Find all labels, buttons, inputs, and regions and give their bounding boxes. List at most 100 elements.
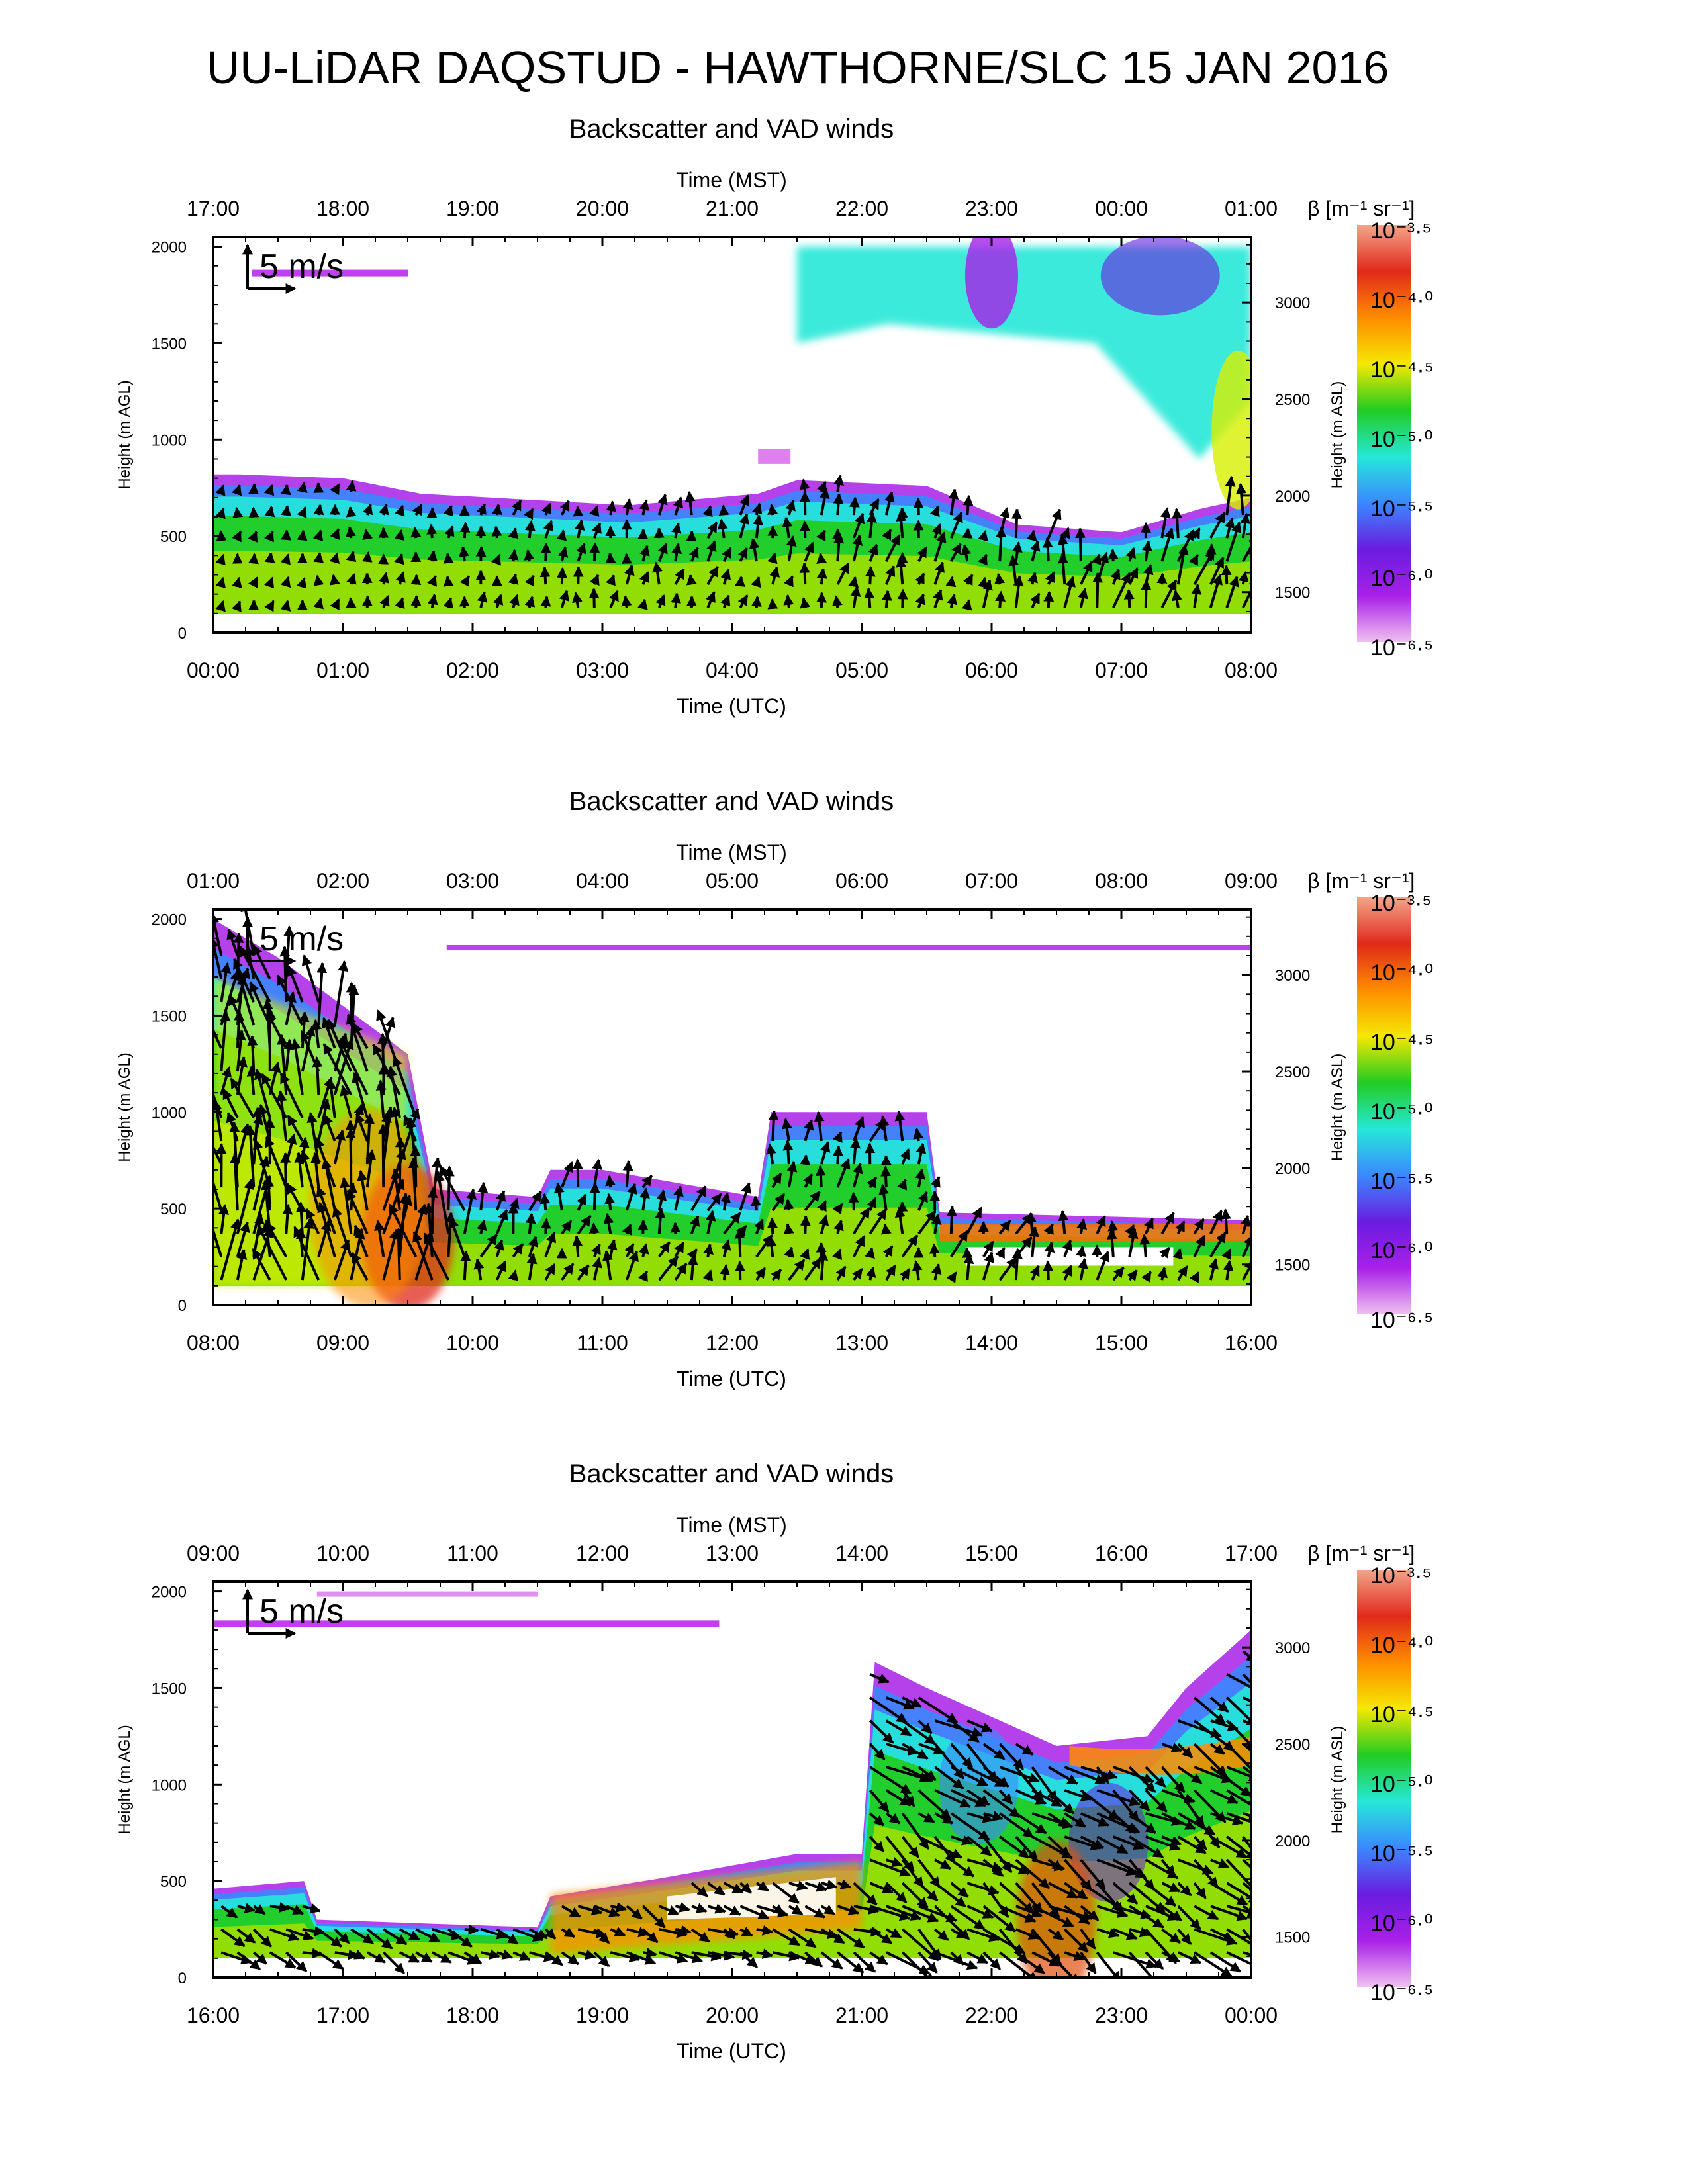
wind-arrow	[962, 1247, 973, 1258]
top-tick-label: 14:00	[835, 1541, 888, 1565]
wind-arrow	[1193, 1835, 1207, 1850]
wind-arrow	[1015, 1789, 1047, 1805]
wind-arrow	[1161, 1905, 1182, 1922]
wind-arrow	[816, 567, 827, 585]
inversion-white	[965, 1247, 1174, 1266]
colorbar-tick-label: 10⁻⁶·⁰	[1370, 1911, 1433, 1936]
wind-arrow	[444, 1165, 455, 1211]
wind-arrow	[364, 1113, 375, 1165]
wind-arrow	[252, 1951, 268, 1965]
wind-arrow	[918, 1905, 958, 1923]
wind-arrow	[247, 1034, 258, 1072]
wind-arrow	[228, 994, 256, 1049]
wind-arrow	[1110, 569, 1121, 585]
wind-arrow	[781, 1118, 792, 1142]
wind-arrow	[865, 1266, 876, 1281]
wind-arrow	[884, 565, 896, 585]
wind-arrow	[1076, 1218, 1088, 1234]
wind-arrow	[415, 1928, 441, 1943]
wind-arrow	[443, 597, 454, 609]
wind-arrow	[1096, 1858, 1137, 1876]
wind-arrow	[1242, 1696, 1251, 1703]
wind-arrow	[756, 1948, 774, 1959]
wind-arrow	[901, 1951, 935, 1978]
top-tick-label: 11:00	[447, 1541, 498, 1565]
wind-arrow	[345, 1120, 356, 1165]
wind-arrow	[329, 552, 340, 565]
wind-arrow	[626, 1905, 643, 1920]
wind-arrow	[897, 1201, 908, 1212]
wind-arrow	[574, 519, 585, 539]
wind-arrow	[220, 1928, 246, 1948]
y-tick-label: 0	[178, 625, 187, 643]
wind-arrow	[1178, 1719, 1222, 1738]
bottom-tick-label: 08:00	[1225, 659, 1278, 682]
wind-arrow	[816, 553, 827, 564]
upper-cloud-yellow	[1211, 350, 1251, 510]
wind-arrow	[269, 1951, 297, 1969]
wind-arrow	[703, 1243, 714, 1257]
upper-cloud-violet	[1100, 237, 1220, 316]
wind-arrow	[426, 507, 438, 518]
wind-arrow	[529, 1951, 555, 1962]
wind-arrow	[753, 514, 764, 539]
wind-arrow	[739, 513, 750, 539]
wind-arrow	[739, 1905, 770, 1920]
wind-arrow	[477, 591, 488, 608]
wind-arrow	[1047, 1858, 1063, 1872]
top-tick-label: 10:00	[316, 1541, 369, 1565]
wind-arrow	[306, 1112, 320, 1165]
wind-arrow	[1143, 563, 1154, 585]
wind-arrow	[253, 1904, 266, 1915]
wind-arrow	[917, 1719, 933, 1735]
wind-arrow	[817, 1200, 827, 1212]
wind-arrow	[285, 1951, 308, 1973]
wind-arrow	[447, 1928, 473, 1948]
wind-arrow	[1063, 576, 1076, 608]
wind-arrow	[477, 1181, 489, 1211]
wind-arrow	[671, 592, 682, 608]
top-tick-label: 21:00	[706, 197, 759, 220]
wind-arrow	[495, 1209, 508, 1234]
top-tick-label: 09:00	[1225, 869, 1278, 893]
wind-arrow	[1075, 527, 1086, 562]
wind-arrow	[837, 1928, 865, 1949]
wind-arrow	[311, 1019, 322, 1049]
wind-arrow	[1076, 1246, 1086, 1257]
wind-arrow	[332, 1206, 353, 1257]
wind-arrow	[264, 530, 274, 543]
wind-arrow	[237, 1903, 256, 1913]
wind-arrow	[394, 529, 405, 541]
wind-arrow	[1144, 1217, 1154, 1234]
wind-arrow	[1157, 1267, 1168, 1281]
wind-arrow	[1172, 508, 1183, 539]
colorbar-tick-label: 10⁻⁶·⁵	[1370, 1980, 1433, 2005]
wind-arrow	[1064, 1950, 1086, 1962]
wind-arrow	[917, 1766, 937, 1782]
wind-arrow	[783, 1199, 794, 1211]
wind-arrow	[573, 566, 584, 585]
wind-arrow	[966, 1835, 992, 1857]
wind-arrow	[1139, 1234, 1150, 1257]
wind-arrow	[524, 549, 535, 562]
chart-title: Backscatter and VAD winds	[569, 114, 894, 144]
wind-arrow	[215, 507, 226, 520]
wind-arrow	[869, 1766, 912, 1795]
wind-arrow	[1060, 527, 1070, 539]
wind-arrow	[541, 502, 552, 516]
wind-arrow	[934, 1812, 954, 1825]
wind-arrow	[1062, 1239, 1072, 1257]
wind-arrow	[1096, 1928, 1120, 1938]
wind-arrow	[983, 1811, 1004, 1821]
wind-arrow	[427, 574, 437, 587]
wind-arrow	[366, 1928, 393, 1950]
wind-arrow	[998, 1220, 1011, 1235]
wind-arrow	[950, 1230, 968, 1258]
wind-arrow	[561, 1951, 580, 1966]
wind-arrow	[263, 484, 275, 496]
wind-arrow	[1242, 1835, 1251, 1850]
wind-arrow	[338, 1038, 369, 1095]
colorbar-tick-label: 10⁻⁴·⁵	[1370, 1030, 1434, 1055]
bottom-tick-label: 23:00	[1095, 2003, 1148, 2027]
wind-arrow	[1172, 1248, 1184, 1260]
